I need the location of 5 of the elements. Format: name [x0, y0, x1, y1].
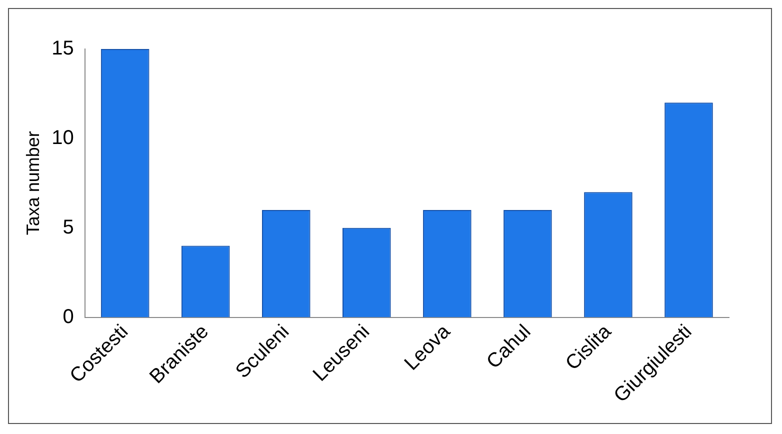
- y-tick-label: 15: [52, 38, 74, 60]
- y-tick-label: 0: [62, 306, 74, 328]
- y-tick-label: 10: [52, 126, 74, 149]
- y-axis-title: Taxa number: [22, 131, 43, 236]
- y-tick-label: 5: [62, 216, 74, 238]
